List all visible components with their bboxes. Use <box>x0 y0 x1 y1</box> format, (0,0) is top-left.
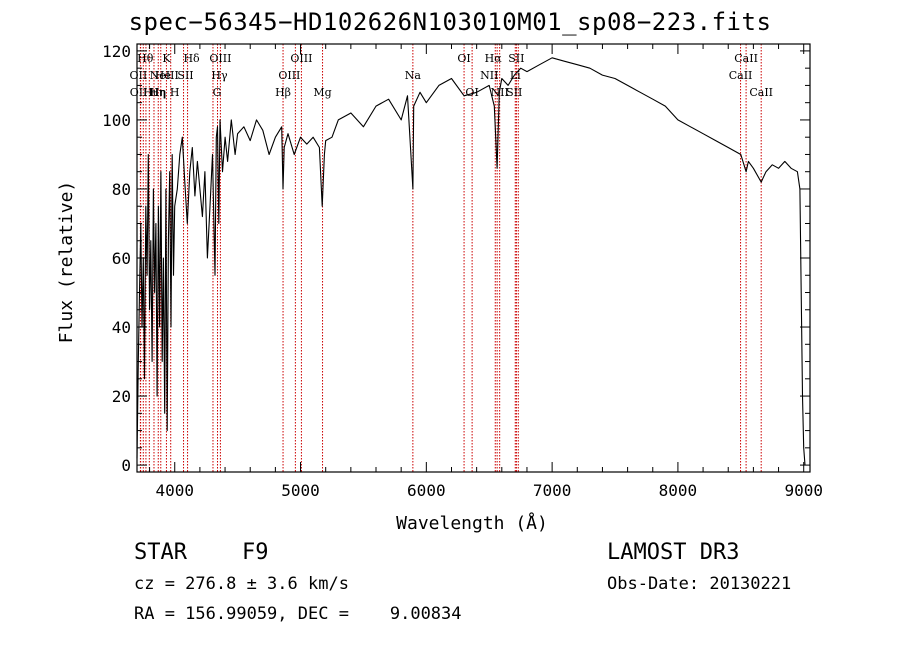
spectral-line-label: Hβ <box>275 86 291 99</box>
spectral-line-label: OIII <box>278 69 300 82</box>
spectral-line-label: NII <box>491 86 509 99</box>
spectral-line-label: OII <box>130 86 148 99</box>
y-tick-label: 0 <box>121 456 131 475</box>
observation-date: Obs-Date: 20130221 <box>607 574 792 594</box>
spectral-line-label: Hθ <box>137 52 154 65</box>
spectral-line-label: Na <box>405 69 422 82</box>
chart-title: spec−56345−HD102626N103010M01_sp08−223.f… <box>128 8 772 36</box>
y-tick-label: 40 <box>112 318 131 337</box>
coordinates: RA = 156.99059, DEC = 9.00834 <box>134 604 462 624</box>
spectral-line-label: NeIII <box>150 69 179 82</box>
x-tick-label: 7000 <box>533 481 572 500</box>
spectral-line-label: SII <box>506 86 522 99</box>
x-axis-label: Wavelength (Å) <box>396 512 548 534</box>
spectral-line-label: SII <box>177 69 193 82</box>
spectral-line-label: H <box>170 86 180 99</box>
y-axis-label: Flux (relative) <box>56 181 77 344</box>
spectral-line-label: Hγ <box>211 69 228 82</box>
spectral-line-label: OIII <box>290 52 312 65</box>
y-tick-label: 20 <box>112 387 131 406</box>
object-subclass: F9 <box>242 540 269 565</box>
spectral-line-label: OI <box>465 86 478 99</box>
spectral-line-label: Li <box>510 69 521 82</box>
x-tick-label: 8000 <box>659 481 698 500</box>
y-tick-label: 100 <box>102 111 131 130</box>
spectral-line-label: NII <box>480 69 498 82</box>
plot-frame <box>136 43 811 473</box>
spectral-line-label: K <box>162 52 171 65</box>
x-tick-label: 4000 <box>155 481 194 500</box>
spectral-line-label: OIII <box>209 52 231 65</box>
spectral-line-label: SII <box>508 52 524 65</box>
spectrum-line-flux <box>136 57 806 466</box>
spectral-line-label: CaII <box>729 69 753 82</box>
spectral-line-label: OI <box>457 52 470 65</box>
spectral-line-label: CaII <box>734 52 758 65</box>
spectral-line-label: Hι <box>143 86 157 99</box>
spectral-line-label: G <box>213 86 222 99</box>
x-tick-label: 6000 <box>407 481 446 500</box>
y-tick-label: 80 <box>112 180 131 199</box>
object-class: STAR <box>134 540 187 565</box>
spectral-line-label: Hη <box>150 86 166 99</box>
y-tick-label: 60 <box>112 249 131 268</box>
spectral-line-label: Hη <box>149 86 165 99</box>
spectral-line-label: Hα <box>485 52 503 65</box>
spectral-line-label: CaII <box>749 86 773 99</box>
x-tick-label: 9000 <box>784 481 823 500</box>
survey-name: LAMOST DR3 <box>607 540 740 565</box>
spectral-line-label: Hδ <box>183 52 200 65</box>
spectral-line-label: Mg <box>313 86 331 99</box>
spectral-line-label: OII <box>130 69 148 82</box>
y-tick-label: 120 <box>102 42 131 61</box>
spectral-line-label: He <box>155 69 171 82</box>
redshift-velocity: cz = 276.8 ± 3.6 km/s <box>134 574 349 594</box>
x-tick-label: 5000 <box>281 481 320 500</box>
